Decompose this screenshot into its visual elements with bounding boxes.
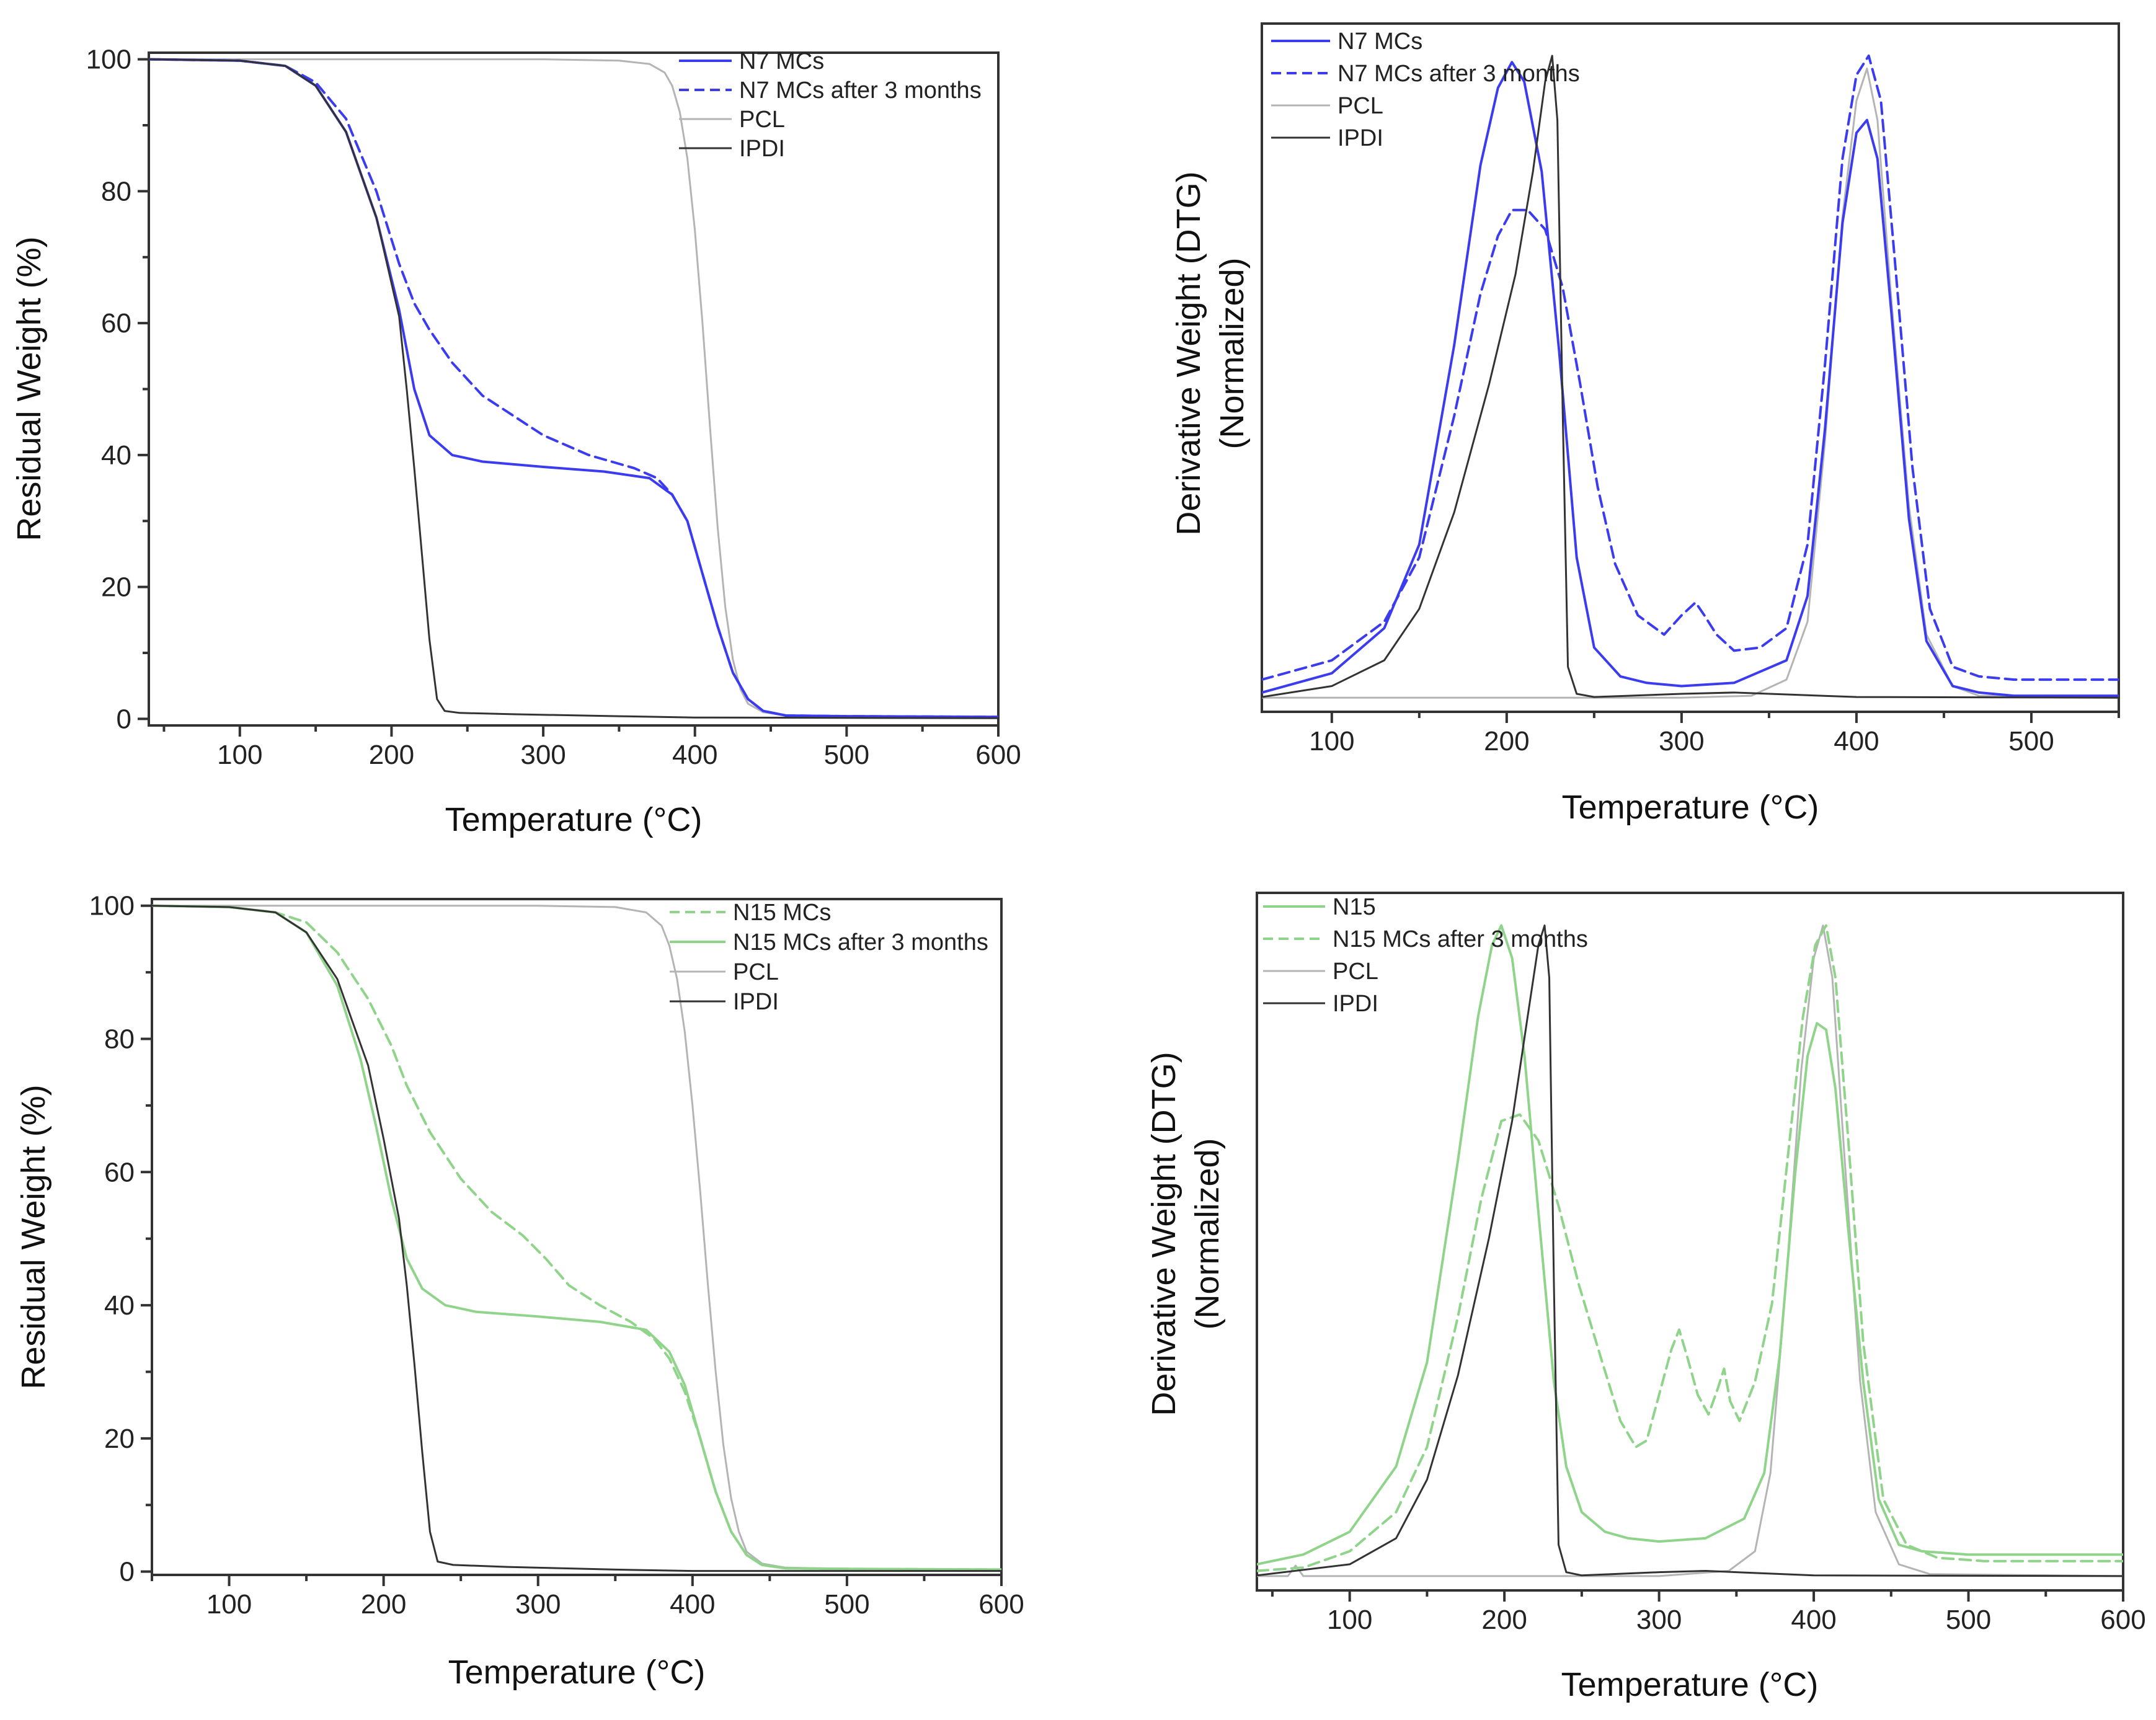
axis-ticks: 100 200 300 400 500 600 [1271,1590,2146,1635]
y-tick-label: 100 [89,891,135,921]
legend-label-pcl: PCL [739,107,785,133]
series-line-ipdi [152,905,1001,1572]
y-axis-title: Residual Weight (%) [11,236,48,541]
legend-label-ipdi: IPDI [1338,125,1383,151]
series-line-n7-mcs-after-3-months [1262,54,2119,681]
x-tick-label: 300 [1636,1605,1682,1635]
series-group [149,58,998,719]
x-axis-title: Temperature (°C) [448,1654,706,1691]
legend-label-pcl: PCL [1338,93,1383,119]
series-line-pcl [149,58,998,718]
x-tick-label: 300 [520,740,566,770]
legend-label-ipdi: IPDI [1333,991,1378,1017]
legend-label-n7-mcs-after-3-months: N7 MCs after 3 months [739,78,982,104]
y-tick-label: 0 [117,704,131,734]
x-tick-label: 100 [217,740,262,770]
legend-label-n15-mcs-after-3-months: N15 MCs after 3 months [733,929,988,955]
legend-label-n15-mcs-after-3-months: N15 MCs after 3 months [1333,926,1588,952]
legend-label-n15-mcs: N15 MCs [733,900,831,926]
legend-label-n7-mcs: N7 MCs [1338,29,1422,55]
series-line-pcl [1262,68,2119,699]
x-tick-label: 500 [824,740,869,770]
x-tick-label: 600 [978,1589,1024,1620]
plot-frame [1256,892,2124,1592]
x-tick-label: 600 [2100,1605,2145,1635]
x-tick-label: 500 [824,1589,869,1620]
legend: N15 N15 MCs after 3 months PCL IPDI [1263,894,1588,1017]
series-line-n7-mcs [1262,61,2119,698]
x-tick-label: 600 [975,740,1021,770]
plot-frame [151,898,1003,1576]
axis-ticks: 100 200 300 400 500 600 0 20 40 60 80 100 [89,891,1024,1620]
x-tick-label: 300 [515,1589,561,1620]
axis-ticks: 100 200 300 400 500 [1309,712,2120,756]
series-line-n7-mcs-after-3-months [149,58,998,719]
y-tick-label: 60 [101,308,131,339]
legend-label-pcl: PCL [1333,959,1378,985]
x-tick-label: 400 [672,740,717,770]
series-group [152,904,1001,1572]
x-tick-label: 300 [1659,726,1704,756]
y-axis-title-2: (Normalized) [1213,257,1251,449]
x-tick-label: 400 [670,1589,715,1620]
y-tick-label: 40 [104,1290,135,1321]
x-axis-title: Temperature (°C) [1561,1666,1819,1703]
series-group [1262,54,2119,699]
legend-label-n7-mcs: N7 MCs [739,48,824,74]
plot-frame [1261,22,2120,713]
x-tick-label: 200 [1481,1605,1527,1635]
axis-ticks: 100 200 300 400 500 600 0 20 40 60 80 100 [86,45,1021,770]
series-line-ipdi [149,58,998,719]
legend: N7 MCs N7 MCs after 3 months PCL IPDI [1271,29,1580,151]
legend-label-n15: N15 [1333,894,1376,920]
series-group [1257,924,2123,1577]
y-tick-label: 40 [101,440,131,471]
y-tick-label: 20 [104,1424,135,1454]
y-tick-label: 80 [101,176,131,206]
y-axis-title-2: (Normalized) [1189,1138,1226,1329]
y-axis-title: Residual Weight (%) [15,1084,52,1389]
x-tick-label: 100 [206,1589,252,1620]
legend: N15 MCs N15 MCs after 3 months PCL IPDI [670,900,988,1015]
series-line-ipdi [1257,924,2123,1577]
legend-label-pcl: PCL [733,959,779,985]
x-tick-label: 200 [1484,726,1529,756]
x-tick-label: 200 [369,740,414,770]
y-tick-label: 0 [120,1557,135,1587]
y-axis-title: Derivative Weight (DTG) [1170,171,1207,535]
y-tick-label: 100 [86,45,131,75]
legend-label-ipdi: IPDI [739,136,785,162]
series-line-ipdi [1262,55,2119,699]
y-tick-label: 60 [104,1157,135,1187]
x-tick-label: 100 [1309,726,1354,756]
x-tick-label: 200 [361,1589,406,1620]
x-tick-label: 400 [1791,1605,1836,1635]
x-tick-label: 500 [2008,726,2054,756]
series-line-n15-mcs-after-3-months [1257,924,2123,1572]
series-line-n15-mcs-after-3-months [152,904,1001,1571]
chart-dtg-n15: 100 200 300 400 500 600 N15 N15 MCs after 3 mo… [1145,892,2146,1703]
chart-dtg-n7: 100 200 300 400 500 N7 MCs N7 MCs after 3 mon… [1170,22,2120,826]
y-axis-title: Derivative Weight (DTG) [1145,1052,1182,1416]
series-line-n15 [1257,924,2123,1566]
legend-label-ipdi: IPDI [733,989,779,1015]
x-tick-label: 100 [1327,1605,1372,1635]
legend: N7 MCs N7 MCs after 3 months PCL IPDI [679,48,982,162]
x-tick-label: 400 [1834,726,1879,756]
y-tick-label: 80 [104,1024,135,1055]
y-tick-label: 20 [101,572,131,603]
legend-label-n7-mcs-after-3-months: N7 MCs after 3 months [1338,61,1580,87]
series-line-pcl [152,905,1001,1571]
x-tick-label: 500 [1946,1605,1991,1635]
x-axis-title: Temperature (°C) [1562,789,1819,826]
x-axis-title: Temperature (°C) [445,801,703,838]
